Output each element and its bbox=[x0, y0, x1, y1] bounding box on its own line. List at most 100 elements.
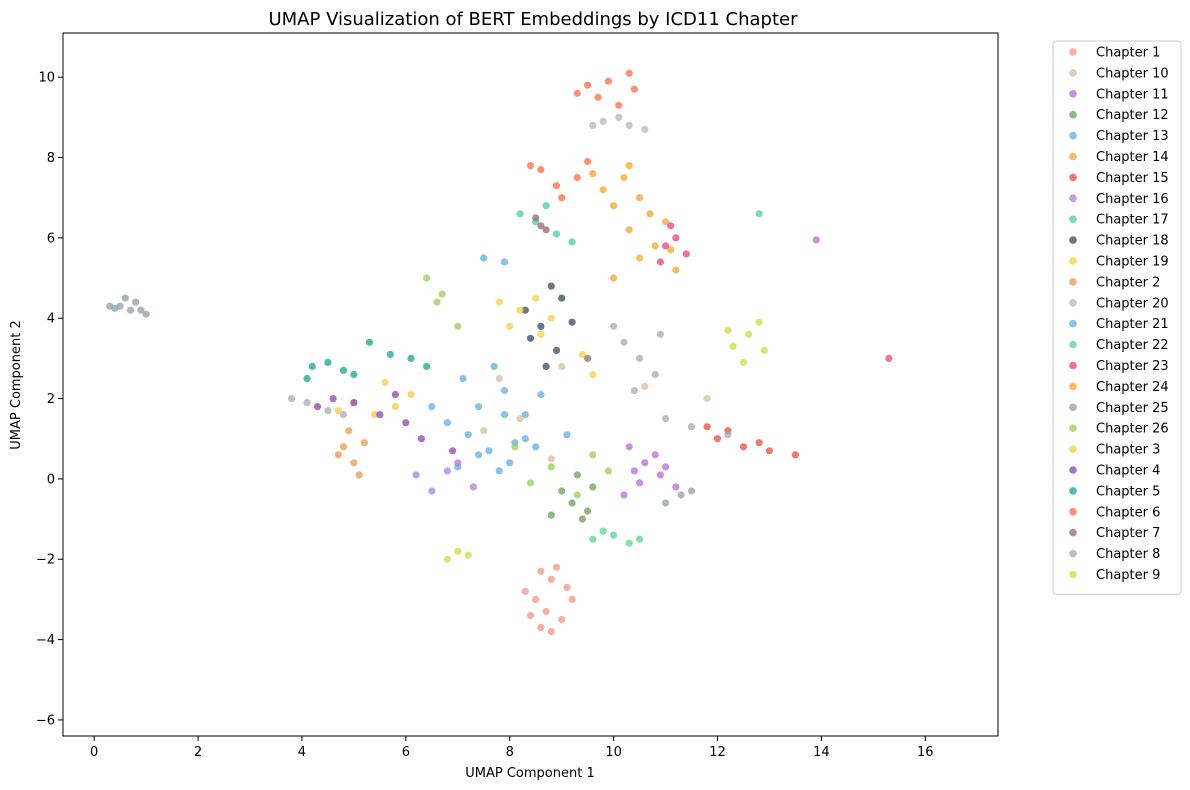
scatter-point bbox=[542, 362, 550, 370]
scatter-point bbox=[625, 69, 633, 77]
scatter-point bbox=[573, 471, 581, 479]
legend-marker bbox=[1069, 257, 1077, 265]
scatter-point bbox=[625, 162, 633, 170]
scatter-point bbox=[350, 370, 358, 379]
scatter-point bbox=[475, 403, 483, 411]
scatter-point bbox=[687, 487, 696, 495]
scatter-point bbox=[584, 157, 592, 166]
scatter-point bbox=[464, 431, 472, 439]
y-tick-label: −2 bbox=[36, 553, 55, 568]
scatter-point bbox=[552, 230, 561, 238]
scatter-point bbox=[563, 583, 571, 592]
scatter-point bbox=[495, 467, 503, 475]
scatter-point bbox=[589, 451, 597, 459]
legend-label: Chapter 2 bbox=[1096, 275, 1160, 290]
scatter-point bbox=[500, 386, 509, 395]
scatter-point bbox=[324, 358, 332, 366]
legend-marker bbox=[1069, 487, 1077, 495]
legend-label: Chapter 6 bbox=[1096, 505, 1160, 520]
legend-label: Chapter 24 bbox=[1096, 380, 1169, 395]
scatter-point bbox=[464, 551, 472, 559]
scatter-point bbox=[537, 623, 545, 632]
scatter-point bbox=[558, 615, 566, 624]
legend-item: Chapter 21 bbox=[1069, 317, 1169, 332]
scatter-point bbox=[500, 411, 509, 419]
scatter-point bbox=[126, 306, 135, 314]
scatter-point bbox=[537, 390, 545, 399]
scatter-point bbox=[495, 298, 503, 306]
series-chapter-17 bbox=[516, 202, 763, 246]
scatter-point bbox=[303, 374, 311, 383]
scatter-point bbox=[532, 443, 540, 451]
scatter-point bbox=[610, 202, 618, 210]
scatter-point bbox=[371, 411, 379, 419]
legend-label: Chapter 9 bbox=[1096, 568, 1160, 583]
scatter-point bbox=[589, 170, 597, 178]
scatter-point bbox=[584, 507, 592, 515]
legend-item: Chapter 3 bbox=[1069, 443, 1160, 458]
y-tick-label: 10 bbox=[38, 71, 55, 86]
scatter-point bbox=[552, 346, 561, 354]
legend-item: Chapter 17 bbox=[1069, 213, 1169, 228]
series-chapter-25 bbox=[106, 294, 696, 507]
y-tick-label: −6 bbox=[36, 713, 55, 728]
legend-marker bbox=[1069, 278, 1077, 286]
legend-label: Chapter 1 bbox=[1096, 46, 1160, 61]
legend-marker bbox=[1069, 194, 1077, 203]
scatter-point bbox=[885, 354, 893, 362]
legend-item: Chapter 14 bbox=[1069, 150, 1169, 165]
scatter-point bbox=[516, 210, 524, 218]
legend-marker bbox=[1069, 403, 1077, 412]
x-tick-label: 6 bbox=[402, 745, 410, 760]
scatter-point bbox=[480, 427, 488, 435]
scatter-point bbox=[589, 121, 597, 129]
scatter-point bbox=[386, 350, 394, 358]
legend-label: Chapter 17 bbox=[1096, 213, 1169, 228]
scatter-point bbox=[106, 302, 114, 310]
scatter-point bbox=[755, 439, 763, 447]
scatter-point bbox=[667, 246, 675, 254]
legend-label: Chapter 14 bbox=[1096, 150, 1169, 165]
legend-marker bbox=[1069, 152, 1077, 161]
series-chapter-7 bbox=[532, 214, 592, 362]
scatter-point bbox=[428, 403, 436, 411]
scatter-point bbox=[537, 166, 545, 174]
chart-title: UMAP Visualization of BERT Embeddings by… bbox=[268, 9, 798, 30]
scatter-point bbox=[646, 210, 654, 218]
scatter-point bbox=[703, 395, 711, 403]
scatter-point bbox=[547, 511, 555, 519]
legend-marker bbox=[1069, 570, 1077, 579]
legend-item: Chapter 15 bbox=[1069, 171, 1169, 186]
scatter-point bbox=[521, 411, 529, 419]
scatter-point bbox=[547, 575, 555, 583]
scatter-point bbox=[636, 254, 644, 262]
legend-label: Chapter 5 bbox=[1096, 484, 1160, 499]
series-chapter-1 bbox=[521, 563, 576, 636]
legend-marker bbox=[1069, 508, 1077, 516]
scatter-point bbox=[713, 435, 722, 443]
legend-label: Chapter 19 bbox=[1096, 255, 1169, 270]
scatter-point bbox=[469, 483, 477, 491]
scatter-point bbox=[620, 491, 628, 499]
series-chapter-12 bbox=[547, 471, 597, 523]
scatter-point bbox=[500, 258, 509, 266]
scatter-point bbox=[791, 451, 800, 459]
series-chapter-3 bbox=[334, 378, 415, 419]
legend-item: Chapter 26 bbox=[1069, 422, 1169, 437]
scatter-point bbox=[391, 390, 399, 399]
legend-label: Chapter 10 bbox=[1096, 66, 1169, 81]
scatter-point bbox=[745, 330, 753, 338]
scatter-point bbox=[137, 306, 145, 314]
legend-item: Chapter 7 bbox=[1069, 526, 1160, 541]
scatter-point bbox=[573, 89, 581, 97]
scatter-point bbox=[630, 85, 639, 93]
scatter-point bbox=[428, 487, 436, 495]
scatter-point bbox=[636, 479, 644, 487]
scatter-point bbox=[350, 399, 358, 407]
legend-label: Chapter 21 bbox=[1096, 317, 1169, 332]
scatter-point bbox=[584, 81, 592, 89]
legend-marker bbox=[1069, 299, 1077, 307]
scatter-point bbox=[625, 121, 633, 129]
scatter-point bbox=[610, 274, 618, 282]
scatter-point bbox=[568, 238, 576, 246]
